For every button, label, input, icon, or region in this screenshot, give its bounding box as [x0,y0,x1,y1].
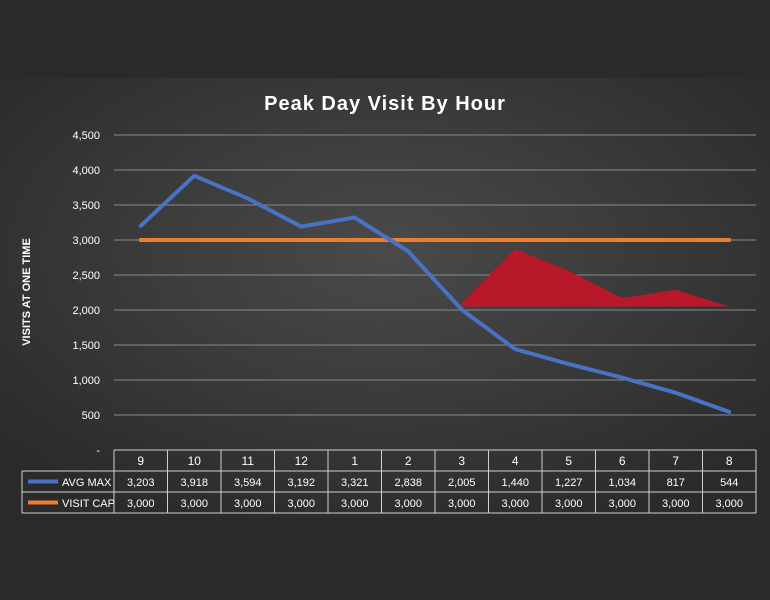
data-label: 1,440 [501,477,529,489]
data-label: 2,005 [448,477,476,489]
data-label: 544 [720,477,738,489]
y-tick-label: 2,000 [72,305,100,317]
data-label: 3,000 [555,498,583,510]
data-label: 817 [667,477,685,489]
x-tick-label: 1 [351,454,358,468]
data-label: 3,000 [287,498,315,510]
x-tick-label: 4 [512,454,519,468]
y-tick-labels: - 500 1,000 1,500 2,000 2,500 3,000 3,500 4,000 4… [72,130,100,457]
x-tick-label: 8 [726,454,733,468]
data-label: 1,227 [555,477,583,489]
data-label: 3,000 [341,498,369,510]
y-tick-label: 4,000 [72,165,100,177]
data-label: 3,594 [234,477,262,489]
data-label: 3,000 [501,498,529,510]
x-tick-label: 6 [619,454,626,468]
x-tick-label: 9 [137,454,144,468]
x-tick-label: 3 [458,454,465,468]
y-axis-label: VISITS AT ONE TIME [21,238,33,346]
x-tick-label: 2 [405,454,412,468]
y-tick-label: 3,000 [72,235,100,247]
data-label: 3,000 [180,498,208,510]
y-tick-label: - [96,445,100,457]
x-tick-label: 12 [295,454,309,468]
x-tick-label: 7 [672,454,679,468]
y-tick-label: 2,500 [72,270,100,282]
data-label: 3,321 [341,477,369,489]
data-label: 3,000 [394,498,422,510]
y-tick-label: 500 [82,410,100,422]
data-label: 1,034 [608,477,636,489]
y-tick-label: 3,500 [72,200,100,212]
annotation-layer [461,249,730,307]
x-tick-label: 10 [188,454,202,468]
data-label: 3,192 [287,477,315,489]
red-area-shape [461,249,730,307]
y-tick-label: 1,000 [72,375,100,387]
data-label: 3,918 [180,477,208,489]
data-label: 3,203 [127,477,155,489]
legend-entry: VISIT CAP [62,498,115,510]
series-layer [138,173,732,414]
x-tick-label: 5 [565,454,572,468]
data-label: 2,838 [394,477,422,489]
data-label: 3,000 [662,498,690,510]
y-tick-label: 1,500 [72,340,100,352]
data-label: 3,000 [715,498,743,510]
data-label: 3,000 [127,498,155,510]
data-label: 3,000 [608,498,636,510]
chart-title: Peak Day Visit By Hour [264,93,506,115]
data-label: 3,000 [234,498,262,510]
legend-entry: AVG MAX [62,477,112,489]
x-tick-label: 11 [242,454,255,468]
series-line-avg-max [138,173,732,414]
data-label: 3,000 [448,498,476,510]
y-tick-label: 4,500 [72,130,100,142]
